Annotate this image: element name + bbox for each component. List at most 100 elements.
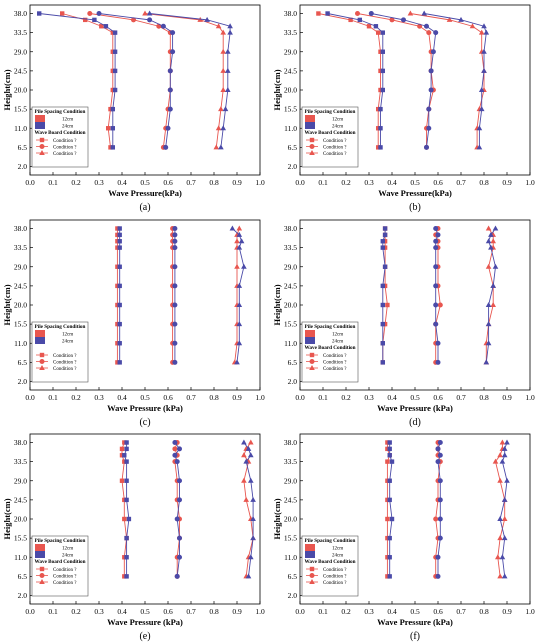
legend-pile-label: 12cm: [332, 117, 343, 122]
data-point: [124, 440, 129, 445]
data-point: [220, 29, 226, 35]
series-line-blue-triangle: [485, 228, 496, 363]
data-point: [248, 477, 254, 483]
y-tick-label: 24.5: [14, 281, 27, 290]
x-axis-label: Wave Pressure(kPa): [378, 188, 452, 198]
data-point: [117, 239, 122, 244]
data-point: [485, 321, 492, 327]
data-point: [385, 555, 390, 560]
data-point: [172, 321, 178, 327]
data-point: [172, 446, 178, 452]
legend-board-marker: [39, 566, 45, 572]
legend-board-label: Condition ?: [53, 581, 77, 586]
data-point: [380, 87, 385, 93]
legend-board-marker: [309, 137, 315, 143]
legend-board-label: Condition ?: [323, 152, 347, 157]
data-point: [110, 145, 115, 150]
data-point: [490, 282, 496, 288]
data-point: [401, 17, 406, 23]
data-point: [112, 87, 118, 93]
data-point: [110, 49, 115, 54]
data-point: [108, 106, 113, 112]
y-tick-label: 38.0: [284, 438, 297, 447]
y-tick-label: 24.5: [284, 495, 297, 504]
x-tick-label: 0.7: [456, 393, 466, 402]
legend-pile-swatch: [305, 122, 315, 129]
data-point: [490, 238, 496, 244]
y-tick-label: 33.5: [284, 243, 297, 252]
legend-pile-title: Pile Spacing Condition: [35, 109, 86, 115]
y-axis-label: Height(cm): [2, 69, 12, 110]
data-point: [167, 68, 173, 74]
legend-pile-label: 24cm: [62, 124, 73, 129]
y-tick-label: 38.0: [14, 224, 27, 233]
data-point: [316, 11, 321, 16]
y-axis-label: Height(cm): [2, 284, 12, 325]
data-point: [250, 516, 256, 521]
data-point: [117, 232, 122, 238]
data-point: [115, 226, 120, 231]
data-point: [215, 125, 222, 131]
panel-caption: (f): [410, 631, 420, 642]
data-point: [234, 263, 240, 269]
panel-caption: (e): [139, 631, 150, 642]
data-point: [435, 459, 441, 465]
data-point: [124, 497, 129, 503]
data-point: [177, 497, 182, 503]
y-tick-label: 11.0: [14, 339, 27, 348]
data-point: [380, 302, 385, 308]
series-line-blue-triangle: [424, 13, 487, 148]
data-point: [177, 478, 182, 484]
data-point: [485, 302, 492, 307]
data-point: [110, 106, 115, 112]
data-point: [389, 17, 395, 23]
y-tick-label: 33.5: [14, 457, 27, 466]
series-line-red-circle: [89, 13, 171, 148]
data-point: [241, 477, 247, 483]
legend-pile-title: Pile Spacing Condition: [305, 324, 356, 330]
data-point: [115, 245, 120, 250]
data-point: [117, 321, 122, 327]
x-tick-label: 0.3: [364, 178, 374, 187]
data-point: [492, 458, 499, 464]
x-tick-label: 1.0: [525, 178, 535, 187]
data-point: [378, 87, 383, 93]
x-tick-label: 0.0: [295, 393, 305, 402]
data-point: [117, 245, 122, 250]
series-line-blue-square: [327, 13, 384, 148]
legend-pile-label: 24cm: [332, 553, 343, 558]
data-point: [378, 106, 383, 112]
x-tick-label: 0.9: [232, 607, 242, 616]
data-point: [167, 87, 173, 93]
x-tick-label: 0.1: [318, 393, 328, 402]
panel-caption: (d): [409, 417, 421, 428]
panel-caption: (a): [139, 202, 150, 213]
legend-board-marker: [309, 150, 315, 155]
legend-board-label: Condition ?: [323, 581, 347, 586]
x-tick-label: 0.1: [48, 393, 58, 402]
data-point: [485, 225, 492, 231]
data-point: [483, 29, 490, 35]
y-tick-label: 20.0: [14, 301, 27, 310]
data-point: [236, 231, 243, 237]
x-tick-label: 0.7: [186, 393, 196, 402]
data-point: [501, 516, 508, 521]
x-tick-label: 0.2: [71, 393, 81, 402]
y-tick-label: 29.0: [284, 476, 297, 485]
y-tick-label: 38.0: [284, 9, 297, 18]
data-point: [490, 302, 496, 307]
y-tick-label: 2.0: [288, 162, 298, 171]
x-tick-label: 0.0: [25, 393, 35, 402]
y-tick-label: 20.0: [284, 301, 297, 310]
data-point: [501, 496, 508, 502]
data-point: [165, 125, 171, 131]
legend-pile-swatch: [305, 115, 315, 122]
data-point: [115, 283, 120, 289]
legend-board-marker: [309, 144, 315, 149]
data-point: [378, 126, 383, 131]
legend-board-label: Condition ?: [323, 145, 347, 150]
y-tick-label: 6.5: [288, 358, 298, 367]
data-point: [380, 341, 385, 346]
y-tick-label: 11.0: [14, 124, 27, 133]
data-point: [483, 359, 490, 365]
